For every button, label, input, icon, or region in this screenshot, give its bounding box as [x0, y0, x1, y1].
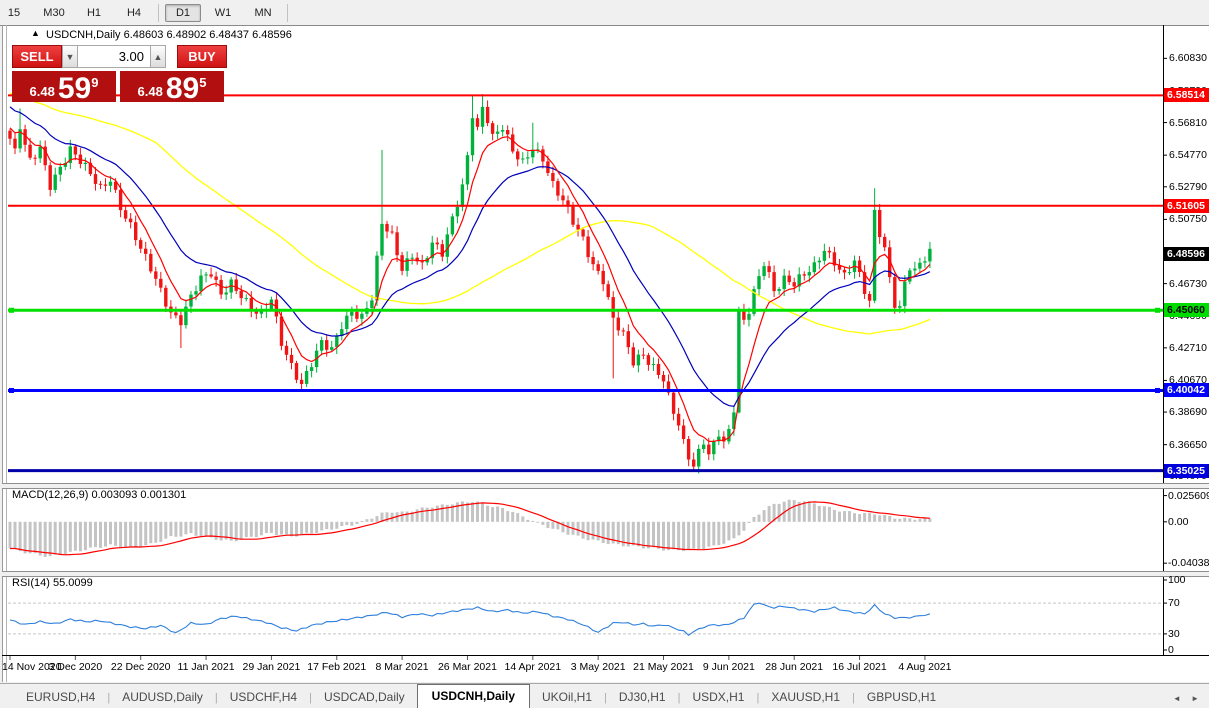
chart-frame-top — [0, 25, 1209, 26]
ma-fast-line — [9, 127, 931, 442]
macd-signal-line — [10, 501, 930, 556]
arrow-up-icon: ▲ — [31, 28, 40, 38]
chart-tab-eurusd-h4[interactable]: EURUSD,H4 — [26, 690, 96, 704]
sell-price-display[interactable]: 6.48 59 9 — [12, 71, 116, 105]
tab-separator: | — [677, 692, 681, 704]
tab-separator: | — [214, 692, 218, 704]
timeframe-toolbar: 15 M30 H1 H4 D1 W1 MN — [0, 0, 1209, 25]
timeframe-button-m30[interactable]: M30 — [43, 6, 65, 19]
tab-scroll-right-icon[interactable]: ► — [1191, 694, 1203, 703]
volume-increase-button[interactable]: ▲ — [150, 45, 166, 68]
macd-histogram-layer — [8, 499, 932, 557]
sell-button[interactable]: SELL — [12, 45, 62, 68]
volume-input[interactable] — [78, 45, 150, 68]
hline-handle — [9, 307, 14, 313]
horizontal-lines-layer — [8, 94, 1163, 473]
hline-handle — [1155, 387, 1160, 393]
chart-frame-left-inner — [6, 25, 7, 682]
volume-decrease-button[interactable]: ▼ — [62, 45, 78, 68]
chart-tab-dj30-h1[interactable]: DJ30,H1 — [618, 690, 666, 704]
rsi-indicator-label: RSI(14) 55.0099 — [12, 577, 93, 589]
timeframe-button-h1[interactable]: H1 — [86, 6, 102, 19]
sell-price-sup: 9 — [91, 75, 99, 90]
hline-handle — [1155, 307, 1160, 313]
timeframe-button-mn[interactable]: MN — [254, 6, 272, 19]
candles-layer — [8, 94, 932, 474]
chart-tab-bar: EURUSD,H4 | AUDUSD,Daily | USDCHF,H4 | USDCAD,… — [0, 683, 1209, 708]
price-axis-line — [1163, 25, 1164, 655]
tab-separator: | — [604, 692, 607, 704]
tab-scroll-arrows: ◄ ► — [1173, 694, 1203, 708]
sell-price-main: 59 — [57, 72, 92, 105]
timeframe-button-d1[interactable]: D1 — [165, 3, 201, 22]
moving-averages-layer — [9, 92, 931, 442]
buy-button[interactable]: BUY — [177, 45, 227, 68]
chart-tab-usdcad-daily[interactable]: USDCAD,Daily — [323, 690, 405, 704]
chart-title: USDCNH,Daily 6.48603 6.48902 6.48437 6.4… — [46, 29, 292, 41]
buy-price-main: 89 — [165, 72, 200, 105]
macd-pane-splitter[interactable] — [2, 483, 1209, 489]
rsi-line — [9, 602, 931, 637]
tab-scroll-left-icon[interactable]: ◄ — [1172, 694, 1185, 703]
time-axis-line — [2, 655, 1209, 656]
tab-separator: | — [309, 692, 312, 704]
tab-separator: | — [756, 692, 760, 704]
chart-tab-audusd-daily[interactable]: AUDUSD,Daily — [122, 690, 203, 704]
hline-handle — [9, 387, 14, 393]
chart-tab-xauusd-h1[interactable]: XAUUSD,H1 — [771, 690, 840, 704]
ma-slow-line — [9, 92, 931, 335]
chart-tab-usdx-h1[interactable]: USDX,H1 — [692, 690, 745, 704]
timeframe-button-w1[interactable]: W1 — [214, 6, 232, 19]
buy-price-sup: 5 — [199, 75, 207, 90]
macd-indicator-label: MACD(12,26,9) 0.003093 0.001301 — [12, 489, 187, 501]
toolbar-separator — [158, 3, 159, 22]
sell-price-prefix: 6.48 — [29, 84, 55, 99]
toolbar-separator — [287, 3, 288, 22]
buy-price-display[interactable]: 6.48 89 5 — [120, 71, 224, 105]
chart-tab-usdchf-h4[interactable]: USDCHF,H4 — [229, 690, 298, 704]
chart-frame-left — [2, 25, 3, 682]
chart-tab-usdcnh-daily[interactable]: USDCNH,Daily — [416, 684, 531, 708]
timeframe-button-15[interactable]: 15 — [7, 6, 21, 19]
chart-title-symbol: USDCNH,Daily — [46, 29, 121, 41]
chart-tab-gbpusd-h1[interactable]: GBPUSD,H1 — [866, 690, 937, 704]
tab-separator: | — [107, 692, 111, 704]
buy-price-prefix: 6.48 — [137, 84, 163, 99]
chart-title-ohlc: 6.48603 6.48902 6.48437 6.48596 — [123, 29, 292, 41]
tab-separator: | — [852, 692, 855, 704]
ma-mid-line — [9, 106, 931, 407]
rsi-pane-splitter[interactable] — [2, 571, 1209, 577]
chart-tab-ukoil-h1[interactable]: UKOil,H1 — [542, 690, 593, 704]
timeframe-button-h4[interactable]: H4 — [126, 6, 142, 19]
